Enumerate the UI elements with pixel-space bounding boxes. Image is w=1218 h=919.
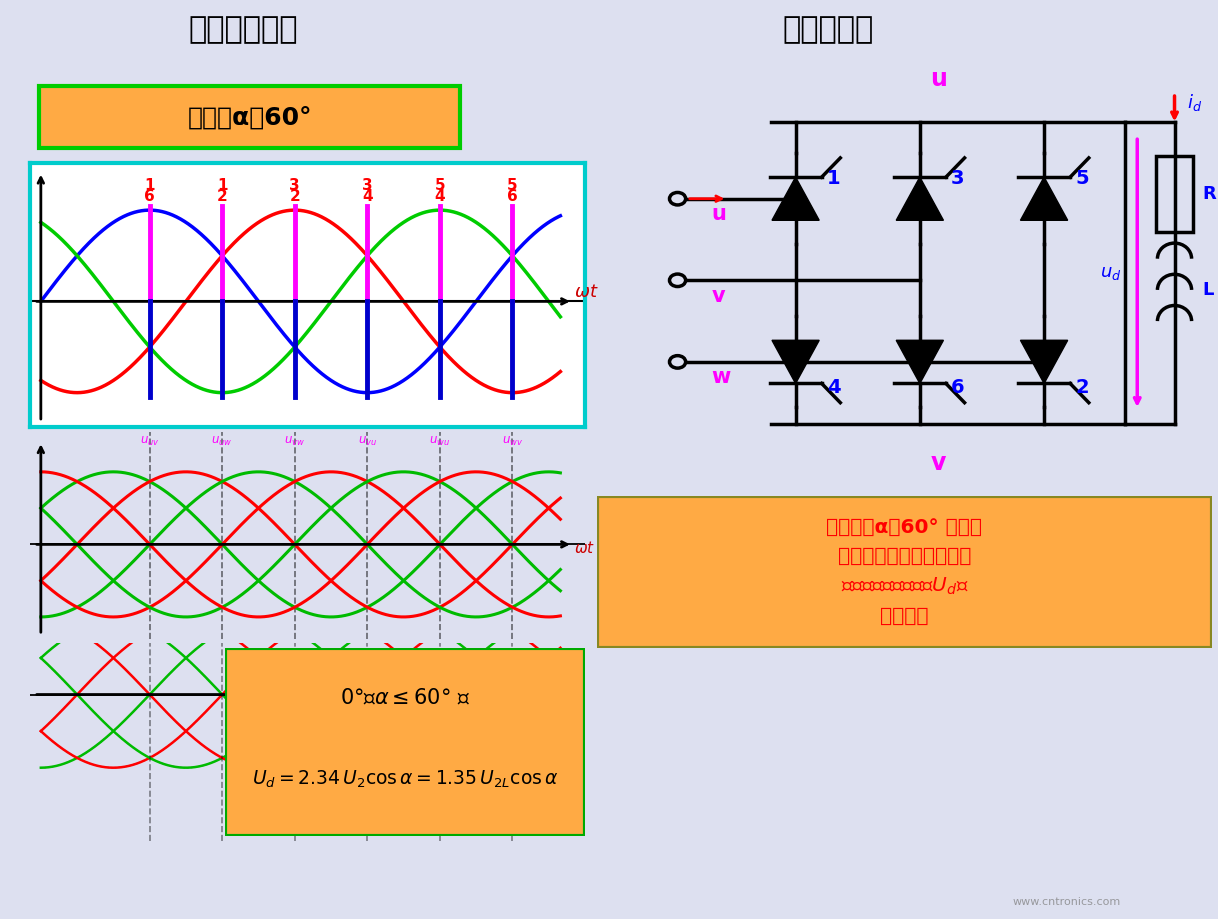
FancyBboxPatch shape [225, 648, 585, 836]
FancyBboxPatch shape [597, 496, 1212, 648]
Text: 1: 1 [217, 178, 228, 193]
Text: $i_d$: $i_d$ [1186, 92, 1202, 112]
Text: 电阻负载α＜60° 时波形
连续，感性负载与电阻性
负载电压波形一样，$U_d$计
算式相同: 电阻负载α＜60° 时波形 连续，感性负载与电阻性 负载电压波形一样，$U_d$… [826, 518, 983, 626]
Text: 5: 5 [1075, 169, 1089, 188]
Text: 3: 3 [290, 178, 300, 193]
Text: u: u [711, 204, 727, 224]
Text: 2: 2 [217, 189, 228, 204]
Text: 4: 4 [362, 189, 373, 204]
Text: $\omega t$: $\omega t$ [574, 283, 599, 301]
Polygon shape [772, 177, 820, 221]
Polygon shape [896, 177, 944, 221]
Text: 2: 2 [1075, 378, 1089, 397]
Polygon shape [1021, 177, 1068, 221]
Text: v: v [931, 451, 946, 475]
Text: 5: 5 [507, 178, 518, 193]
Text: 1: 1 [145, 178, 155, 193]
Polygon shape [896, 340, 944, 383]
Text: 3: 3 [362, 178, 373, 193]
Text: $u_{wv}$: $u_{wv}$ [502, 436, 523, 448]
Text: $u_d$: $u_d$ [1100, 264, 1122, 282]
Text: w: w [711, 368, 731, 388]
Text: 2: 2 [290, 189, 300, 204]
Text: $u_{uv}$: $u_{uv}$ [140, 436, 160, 448]
Polygon shape [1021, 340, 1068, 383]
Text: 5: 5 [435, 178, 445, 193]
Text: 6: 6 [507, 189, 518, 204]
Text: $u_{uw}$: $u_{uw}$ [212, 436, 233, 448]
Text: 4: 4 [435, 189, 445, 204]
Text: 6: 6 [144, 189, 155, 204]
Text: 三相桥式全控: 三相桥式全控 [189, 16, 298, 44]
Text: $u_{vu}$: $u_{vu}$ [358, 436, 376, 448]
FancyBboxPatch shape [39, 86, 460, 148]
Text: $u_{vw}$: $u_{vw}$ [284, 436, 306, 448]
Text: v: v [711, 286, 726, 306]
Text: www.cntronics.com: www.cntronics.com [1012, 897, 1121, 907]
Text: L: L [1202, 281, 1214, 299]
Polygon shape [772, 340, 820, 383]
Text: $U_d = 2.34\,U_2\cos\alpha = 1.35\,U_{2L}\cos\alpha$: $U_d = 2.34\,U_2\cos\alpha = 1.35\,U_{2L… [252, 769, 558, 790]
Text: 1: 1 [827, 169, 840, 188]
Text: 电感性负载: 电感性负载 [783, 16, 873, 44]
Text: $0°＜\alpha\leq60°$ 时: $0°＜\alpha\leq60°$ 时 [340, 688, 470, 709]
Text: 3: 3 [951, 169, 965, 188]
Text: R: R [1202, 185, 1217, 203]
Text: u: u [931, 67, 946, 91]
Text: $\omega t$: $\omega t$ [574, 540, 596, 556]
Text: $u_{wu}$: $u_{wu}$ [429, 436, 451, 448]
Text: 控制角α＝60°: 控制角α＝60° [188, 105, 312, 130]
Bar [1156, 155, 1194, 233]
Text: 6: 6 [951, 378, 965, 397]
Text: 4: 4 [827, 378, 840, 397]
